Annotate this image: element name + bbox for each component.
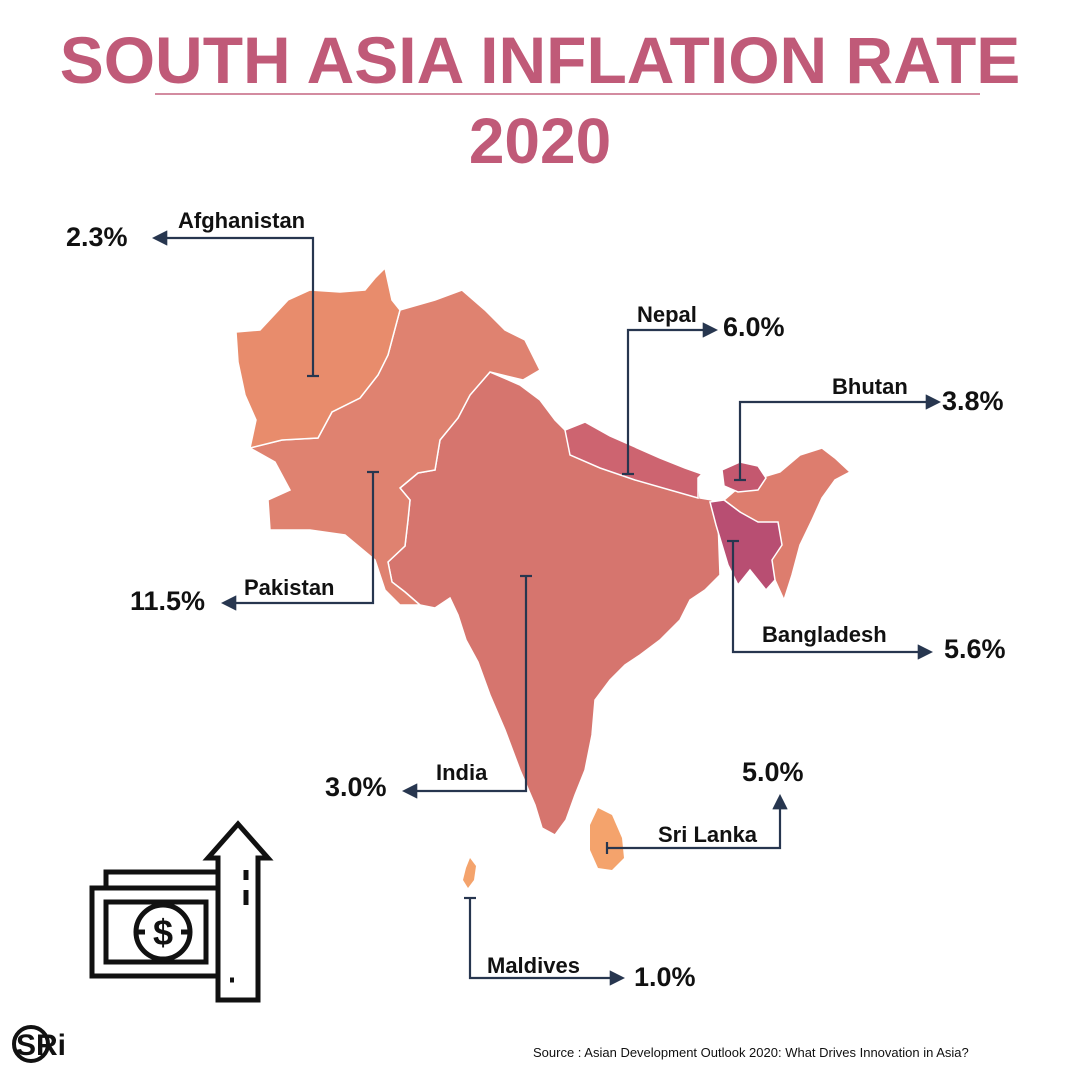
leader-sri-lanka [607, 793, 788, 850]
leader-bangladesh [731, 541, 934, 660]
region-afghanistan[interactable] [235, 266, 401, 450]
region-nepal[interactable] [564, 421, 704, 499]
money-with-up-arrow-icon: $ [89, 820, 274, 1003]
page-subtitle-year: 2020 [468, 105, 612, 177]
region-bangladesh[interactable] [709, 499, 783, 592]
label-maldives-value: 1.0% [634, 962, 696, 992]
leader-pakistan [220, 472, 375, 611]
label-maldives-name: Maldives [487, 953, 580, 978]
label-afghanistan-name: Afghanistan [178, 208, 306, 233]
label-bangladesh-value: 5.6% [944, 634, 1006, 664]
leader-maldives [468, 898, 626, 986]
label-bangladesh-name: Bangladesh [762, 622, 887, 647]
leader-afghanistan [151, 230, 315, 376]
label-bhutan-name: Bhutan [832, 374, 908, 399]
label-india-name: India [436, 760, 488, 785]
label-sri-lanka-value: 5.0% [742, 757, 804, 787]
region-sri-lanka[interactable] [590, 808, 624, 870]
label-pakistan-value: 11.5% [130, 586, 206, 616]
logo-text: SRi [16, 1029, 66, 1062]
source-note: Source : Asian Development Outlook 2020:… [533, 1045, 969, 1060]
leader-india [401, 576, 528, 799]
title-divider [155, 93, 980, 95]
label-india-value: 3.0% [325, 772, 387, 802]
region-maldives[interactable] [463, 858, 476, 888]
leader-nepal [626, 322, 719, 474]
label-nepal-name: Nepal [637, 302, 697, 327]
label-nepal-value: 6.0% [723, 312, 785, 342]
leader-bhutan [738, 394, 942, 480]
svg-text:$: $ [153, 912, 173, 953]
sri-logo: SRi [12, 1025, 66, 1063]
page-title: SOUTH ASIA INFLATION RATE [59, 23, 1021, 97]
label-afghanistan-value: 2.3% [66, 222, 128, 252]
region-bhutan[interactable] [721, 461, 767, 493]
label-sri-lanka-name: Sri Lanka [658, 822, 758, 847]
label-bhutan-value: 3.8% [942, 386, 1004, 416]
label-pakistan-name: Pakistan [244, 575, 335, 600]
